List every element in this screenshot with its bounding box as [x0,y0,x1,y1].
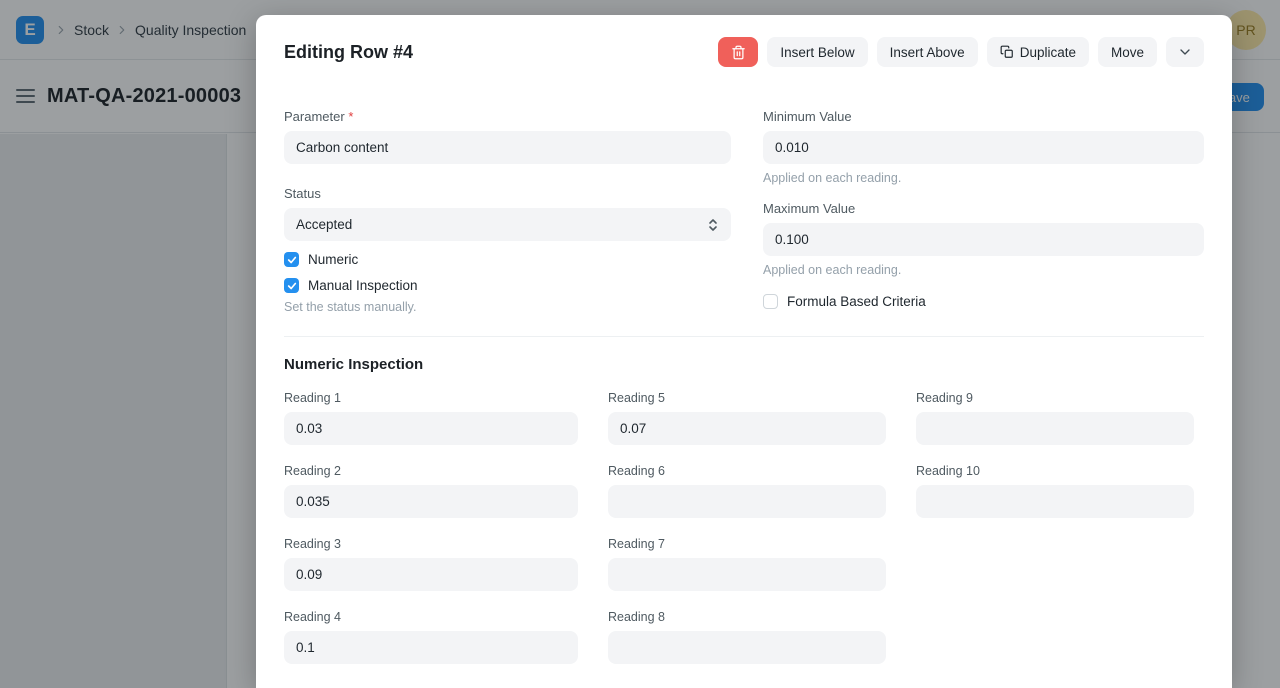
reading-4-input[interactable] [284,631,578,664]
readings-column-3: Reading 9 Reading 10 [916,391,1194,683]
reading-2-input[interactable] [284,485,578,518]
delete-row-button[interactable] [718,37,759,67]
numeric-checkbox-label[interactable]: Numeric [308,252,359,267]
reading-6-field: Reading 6 [608,464,886,518]
reading-7-field: Reading 7 [608,537,886,591]
edit-row-dialog: Editing Row #4 Insert Below Insert Above… [256,15,1232,688]
reading-7-input[interactable] [608,558,886,591]
minimum-value-label: Minimum Value [763,109,852,124]
status-help-text: Set the status manually. [284,300,417,314]
numeric-checkbox[interactable] [284,252,299,267]
reading-1-input[interactable] [284,412,578,445]
status-label: Status [284,186,321,201]
readings-grid: Reading 1 Reading 2 Reading 3 Reading 4 [284,391,1204,683]
formula-based-criteria-label[interactable]: Formula Based Criteria [787,294,926,309]
reading-1-label: Reading 1 [284,391,341,405]
reading-5-input[interactable] [608,412,886,445]
chevron-down-icon [1177,44,1193,60]
manual-inspection-checkbox[interactable] [284,278,299,293]
parameter-label: Parameter * [284,109,354,124]
dialog-title: Editing Row #4 [284,41,414,62]
section-divider [284,336,1204,337]
minimum-value-field: Minimum Value Applied on each reading. [763,109,1204,185]
reading-5-label: Reading 5 [608,391,665,405]
more-options-button[interactable] [1166,37,1204,67]
minimum-value-help-text: Applied on each reading. [763,171,902,185]
manual-inspection-checkbox-label[interactable]: Manual Inspection [308,278,418,293]
required-mark: * [348,109,354,124]
breadcrumb-item-stock[interactable]: Stock [74,21,110,38]
reading-10-input[interactable] [916,485,1194,518]
reading-9-field: Reading 9 [916,391,1194,445]
reading-6-input[interactable] [608,485,886,518]
page-title: MAT-QA-2021-00003 [47,84,242,107]
manual-inspection-checkbox-row: Manual Inspection [284,278,731,293]
reading-4-field: Reading 4 [284,610,578,664]
duplicate-label: Duplicate [1019,44,1076,60]
reading-4-label: Reading 4 [284,610,341,624]
reading-5-field: Reading 5 [608,391,886,445]
reading-8-input[interactable] [608,631,886,664]
reading-8-label: Reading 8 [608,610,665,624]
insert-below-button[interactable]: Insert Below [767,37,868,67]
readings-column-2: Reading 5 Reading 6 Reading 7 Reading 8 [608,391,886,683]
formula-based-criteria-checkbox[interactable] [763,294,778,309]
status-field: Status Accepted [284,186,731,241]
reading-10-label: Reading 10 [916,464,980,478]
dialog-header: Editing Row #4 Insert Below Insert Above… [284,37,1204,67]
select-updown-icon [707,218,719,232]
status-select[interactable]: Accepted [284,208,731,241]
reading-6-label: Reading 6 [608,464,665,478]
reading-3-label: Reading 3 [284,537,341,551]
reading-10-field: Reading 10 [916,464,1194,518]
maximum-value-label: Maximum Value [763,201,856,216]
minimum-value-input[interactable] [763,131,1204,164]
maximum-value-input[interactable] [763,223,1204,256]
form-sidebar [0,134,227,688]
form-left-column: Parameter * Status Accepted [284,109,731,314]
insert-above-button[interactable]: Insert Above [876,37,978,67]
numeric-inspection-section-title: Numeric Inspection [284,356,424,373]
reading-9-input[interactable] [916,412,1194,445]
reading-7-label: Reading 7 [608,537,665,551]
reading-3-input[interactable] [284,558,578,591]
maximum-value-help-text: Applied on each reading. [763,263,902,277]
status-value: Accepted [296,217,353,232]
reading-1-field: Reading 1 [284,391,578,445]
numeric-checkbox-row: Numeric [284,252,731,267]
reading-2-label: Reading 2 [284,464,341,478]
duplicate-button[interactable]: Duplicate [986,37,1089,67]
dialog-toolbar: Insert Below Insert Above Duplicate Move [718,37,1204,67]
parameter-input[interactable] [284,131,731,164]
user-avatar[interactable]: PR [1226,10,1266,50]
dialog-form: Parameter * Status Accepted [284,109,1204,314]
duplicate-icon [1000,45,1014,59]
breadcrumb-chevron-icon [54,23,68,37]
app-logo-icon[interactable]: E [16,15,44,44]
readings-column-1: Reading 1 Reading 2 Reading 3 Reading 4 [284,391,578,683]
reading-8-field: Reading 8 [608,610,886,664]
formula-based-criteria-row: Formula Based Criteria [763,294,1204,309]
breadcrumb-item-quality-inspection[interactable]: Quality Inspection [135,21,247,38]
maximum-value-field: Maximum Value Applied on each reading. [763,201,1204,277]
move-button[interactable]: Move [1097,37,1157,67]
reading-3-field: Reading 3 [284,537,578,591]
form-right-column: Minimum Value Applied on each reading. M… [763,109,1204,314]
breadcrumb-chevron-icon [115,23,129,37]
reading-2-field: Reading 2 [284,464,578,518]
trash-icon [731,45,746,60]
menu-icon[interactable] [16,89,35,103]
reading-9-label: Reading 9 [916,391,973,405]
parameter-field: Parameter * [284,109,731,164]
